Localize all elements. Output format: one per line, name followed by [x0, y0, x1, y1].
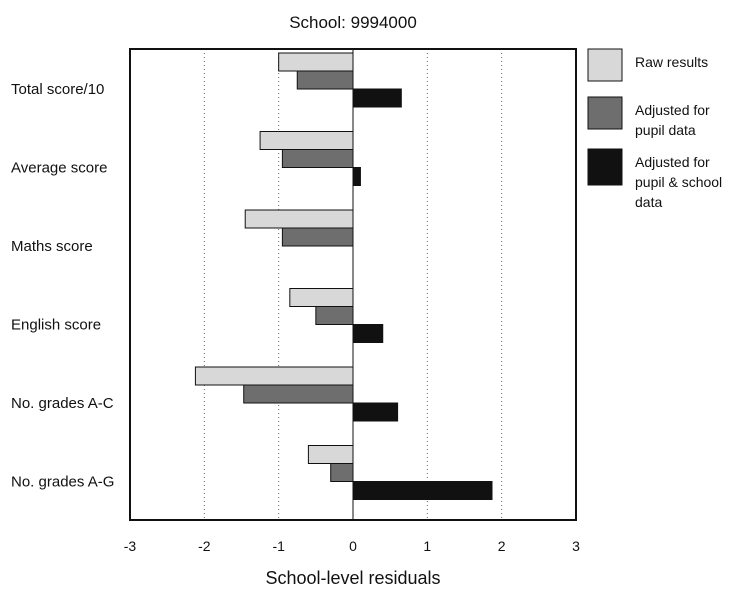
plot-frame	[129, 48, 577, 521]
bar-raw	[307, 445, 354, 464]
legend-label: Raw results	[635, 54, 708, 70]
x-tick-label: 3	[572, 538, 580, 554]
bar-adjusted-pupil-school	[352, 88, 402, 108]
bar-raw	[259, 131, 354, 150]
bar-adjusted-pupil-school	[352, 402, 399, 422]
x-tick-label: -1	[272, 538, 285, 554]
legend-label: data	[635, 194, 662, 210]
bar-adjusted-pupil	[281, 227, 354, 247]
legend-label: Adjusted for	[635, 154, 710, 170]
bar-raw	[194, 366, 354, 386]
x-tick-label: 2	[498, 538, 506, 554]
category-labels: Total score/10 Average score Maths score En…	[11, 81, 114, 491]
bar-adjusted-pupil-school	[352, 167, 361, 186]
bar-adjusted-pupil	[281, 149, 354, 168]
x-axis-label: School-level residuals	[265, 568, 440, 588]
chart-title: School: 9994000	[289, 13, 417, 32]
category-label: Total score/10	[11, 81, 104, 98]
bar-adjusted-pupil	[315, 306, 354, 325]
x-tick-label: 0	[349, 538, 357, 554]
legend-label: Adjusted for	[635, 102, 710, 118]
category-label: Average score	[11, 160, 107, 177]
legend-swatch	[587, 96, 623, 130]
bar-adjusted-pupil	[330, 463, 354, 482]
legend-label: pupil & school	[635, 174, 722, 190]
legend-swatch	[587, 148, 623, 186]
x-tick-label: 1	[423, 538, 431, 554]
gridlines	[203, 49, 503, 520]
bar-adjusted-pupil	[243, 384, 354, 404]
bars	[194, 49, 493, 520]
legend-label: pupil data	[635, 122, 696, 138]
bar-adjusted-pupil-school	[352, 324, 384, 343]
category-label: Maths score	[11, 238, 93, 255]
bar-adjusted-pupil	[296, 70, 354, 90]
bar-raw	[278, 52, 354, 72]
x-tick-label: -2	[198, 538, 211, 554]
bar-raw	[244, 209, 354, 229]
x-tick-label: -3	[124, 538, 137, 554]
legend-swatch	[587, 48, 623, 82]
category-label: No. grades A-G	[11, 474, 114, 491]
x-axis-ticks: -3 -2 -1 0 1 2 3	[124, 538, 580, 554]
category-label: English score	[11, 317, 101, 334]
bar-adjusted-pupil-school	[352, 481, 493, 500]
bar-raw	[289, 288, 354, 307]
category-label: No. grades A-C	[11, 395, 114, 412]
legend: Raw results Adjusted for pupil data Adjuste…	[587, 48, 722, 210]
